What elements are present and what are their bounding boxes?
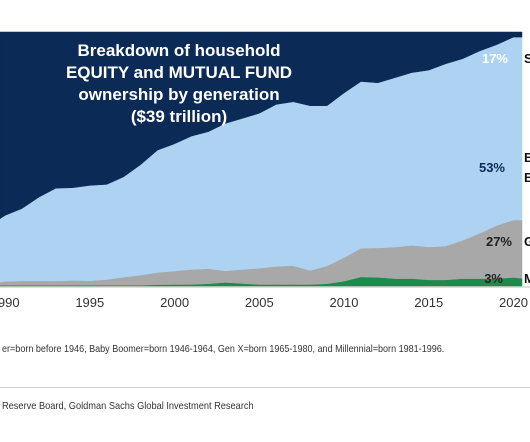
x-tick-label: 2000 — [160, 295, 189, 310]
stacked-area-chart: 1990 1995 2000 2005 2010 2015 2020 Breakdown o… — [0, 31, 530, 310]
x-tick-label: 1995 — [75, 295, 104, 310]
legend-fragment: B — [524, 170, 530, 185]
chart-title-line: ownership by generation — [78, 85, 279, 104]
divider — [0, 387, 530, 388]
area-layers — [0, 31, 523, 287]
share-label-millennial: 3% — [484, 271, 503, 286]
share-label-baby-boomer: 53% — [479, 160, 505, 175]
x-tick-label: 1990 — [0, 295, 20, 310]
footnote-generation-definitions: er=born before 1946, Baby Boomer=born 19… — [2, 343, 445, 355]
chart-title-line: ($39 trillion) — [131, 107, 227, 126]
x-tick-label: 2005 — [245, 295, 274, 310]
chart-title: Breakdown of household EQUITY and MUTUAL … — [66, 41, 292, 126]
share-label-silent: 17% — [482, 51, 508, 66]
legend-fragment: G — [524, 234, 530, 249]
legend-fragment: S — [524, 51, 530, 66]
x-tick-label: 2020 — [499, 295, 528, 310]
legend-fragments: S BB G M — [524, 51, 530, 286]
x-tick-label: 2010 — [330, 295, 359, 310]
x-tick-label: 2015 — [414, 295, 443, 310]
x-tick-labels: 1990 1995 2000 2005 2010 2015 2020 — [0, 295, 528, 310]
chart-title-line: EQUITY and MUTUAL FUND — [66, 63, 292, 82]
legend-fragment: B — [524, 150, 530, 165]
share-label-gen-x: 27% — [486, 234, 512, 249]
legend-fragment: M — [524, 271, 530, 286]
area-silent — [0, 31, 523, 219]
chart-title-line: Breakdown of household — [77, 41, 280, 60]
share-labels: 17% 53% 27% 3% — [479, 51, 512, 286]
source-note: Reserve Board, Goldman Sachs Global Inve… — [2, 400, 254, 412]
x-axis: 1990 1995 2000 2005 2010 2015 2020 — [0, 286, 530, 310]
